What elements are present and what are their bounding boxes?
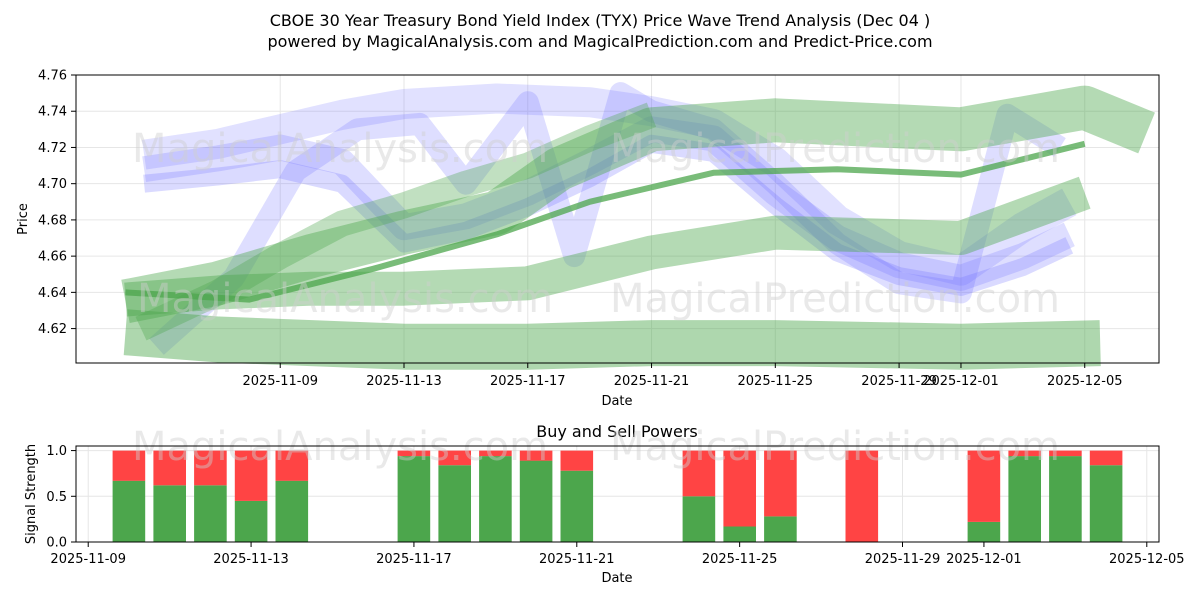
price-axes-ticks: 2025-11-09 2025-11-13 2025-11-17 2025-11-21… xyxy=(38,69,1122,390)
buy-power-bar xyxy=(397,456,431,542)
wave-line-green-band-4 xyxy=(135,102,657,341)
sell-power-bar xyxy=(438,450,471,466)
price-x-tick-label: 2025-11-13 xyxy=(366,374,442,389)
wave-line-blue-wave-1 xyxy=(142,116,1075,291)
signal-x-tick-label: 2025-11-09 xyxy=(50,552,126,567)
sell-power-bar xyxy=(682,450,716,497)
signal-x-tick-label: 2025-11-29 xyxy=(865,552,941,567)
price-x-tick-label: 2025-11-21 xyxy=(614,374,690,389)
buy-power-bar xyxy=(967,521,1001,542)
sell-power-bar xyxy=(1049,450,1082,457)
signal-axes-ticks: 2025-11-09 2025-11-13 2025-11-17 2025-11-21… xyxy=(46,444,1184,567)
sell-power-bar xyxy=(234,450,268,501)
chart-title-line2: powered by MagicalAnalysis.com and Magic… xyxy=(267,32,932,51)
signal-x-tick-label: 2025-11-13 xyxy=(213,552,289,567)
watermark-prediction-mid: MagicalPrediction.com xyxy=(610,276,1060,322)
sell-power-bar xyxy=(519,450,553,461)
chart-title-line1: CBOE 30 Year Treasury Bond Yield Index (… xyxy=(270,11,930,30)
price-y-tick-label: 4.64 xyxy=(38,286,67,301)
wave-line-green-band-2 xyxy=(124,176,1091,317)
price-x-tick-label: 2025-11-09 xyxy=(242,374,318,389)
wave-line-green-band-3 xyxy=(123,309,1101,370)
signal-chart-title: Buy and Sell Powers xyxy=(536,422,698,441)
price-wave-chart: MagicalAnalysis.com MagicalPrediction.co… xyxy=(16,69,1160,409)
sell-power-bar xyxy=(112,450,146,481)
price-plot-area xyxy=(76,75,1159,363)
signal-y-tick-label: 0.0 xyxy=(46,536,67,551)
price-x-tick-label: 2025-11-29 xyxy=(861,374,937,389)
sell-power-bar xyxy=(275,450,309,481)
signal-plot-frame xyxy=(75,445,1160,543)
price-y-tick-label: 4.66 xyxy=(38,250,67,265)
signal-x-tick-label: 2025-12-01 xyxy=(946,552,1022,567)
price-y-tick-label: 4.76 xyxy=(38,69,67,84)
buy-power-bar xyxy=(723,526,756,542)
sell-power-bar xyxy=(723,450,756,527)
buy-power-bar xyxy=(1008,456,1041,542)
signal-y-axis-label: Signal Strength xyxy=(24,444,39,544)
price-y-tick-label: 4.70 xyxy=(38,177,67,192)
price-y-tick-label: 4.72 xyxy=(38,141,67,156)
signal-bars xyxy=(112,450,1123,542)
buy-power-bar xyxy=(1049,456,1082,542)
buy-power-bar xyxy=(194,485,227,542)
wave-line-green-band-1 xyxy=(121,85,1155,323)
price-y-tick-label: 4.62 xyxy=(38,322,67,337)
sell-power-bar xyxy=(1089,450,1123,466)
sell-power-bar xyxy=(397,450,431,457)
wave-line-blue-wave-3 xyxy=(141,83,1077,286)
price-y-tick-label: 4.68 xyxy=(38,213,67,228)
price-x-tick-label: 2025-12-01 xyxy=(923,374,999,389)
sell-power-bar xyxy=(194,450,227,486)
watermark-prediction-top: MagicalPrediction.com xyxy=(610,126,1060,172)
buy-power-bar xyxy=(682,496,716,542)
watermark-analysis-mid: MagicalAnalysis.com xyxy=(137,276,553,322)
sell-power-bar xyxy=(764,450,797,517)
price-y-axis-label: Price xyxy=(16,203,31,235)
signal-y-tick-label: 1.0 xyxy=(46,444,67,459)
signal-x-tick-label: 2025-11-21 xyxy=(539,552,615,567)
buy-power-bar xyxy=(438,465,471,542)
watermark-analysis-top: MagicalAnalysis.com xyxy=(132,126,548,172)
buy-power-bar xyxy=(560,470,594,542)
price-plot-frame xyxy=(75,74,1160,364)
sell-power-bar xyxy=(560,450,594,471)
sell-power-bar xyxy=(153,450,186,486)
sell-power-bar xyxy=(845,450,879,542)
price-waves xyxy=(121,82,1155,370)
price-y-tick-label: 4.74 xyxy=(38,105,67,120)
buy-sell-power-chart: Buy and Sell Powers MagicalAnalysis.com … xyxy=(24,422,1185,586)
buy-power-bar xyxy=(479,456,512,542)
price-x-tick-label: 2025-12-05 xyxy=(1047,374,1123,389)
signal-x-tick-label: 2025-11-25 xyxy=(702,552,778,567)
watermark-analysis-bottom: MagicalAnalysis.com xyxy=(132,424,548,470)
signal-x-tick-label: 2025-12-05 xyxy=(1109,552,1185,567)
buy-power-bar xyxy=(1089,465,1123,542)
price-x-tick-label: 2025-11-17 xyxy=(490,374,566,389)
buy-power-bar xyxy=(275,480,309,542)
signal-x-axis-label: Date xyxy=(601,571,632,586)
price-x-axis-label: Date xyxy=(601,394,632,409)
watermark-prediction-bottom: MagicalPrediction.com xyxy=(610,424,1060,470)
buy-power-bar xyxy=(153,485,186,542)
wave-line-blue-wave-2 xyxy=(143,134,1074,296)
signal-x-tick-label: 2025-11-17 xyxy=(376,552,452,567)
signal-y-tick-label: 0.5 xyxy=(46,490,67,505)
buy-power-bar xyxy=(519,460,553,542)
price-x-tick-label: 2025-11-25 xyxy=(738,374,814,389)
buy-power-bar xyxy=(764,516,797,542)
buy-power-bar xyxy=(112,480,146,542)
wave-line-blue-wave-4 xyxy=(149,82,1066,355)
sell-power-bar xyxy=(479,450,512,457)
sell-power-bar xyxy=(1008,450,1041,457)
sell-power-bar xyxy=(967,450,1001,522)
wave-line-green-trend xyxy=(125,140,1086,303)
buy-power-bar xyxy=(234,500,268,542)
